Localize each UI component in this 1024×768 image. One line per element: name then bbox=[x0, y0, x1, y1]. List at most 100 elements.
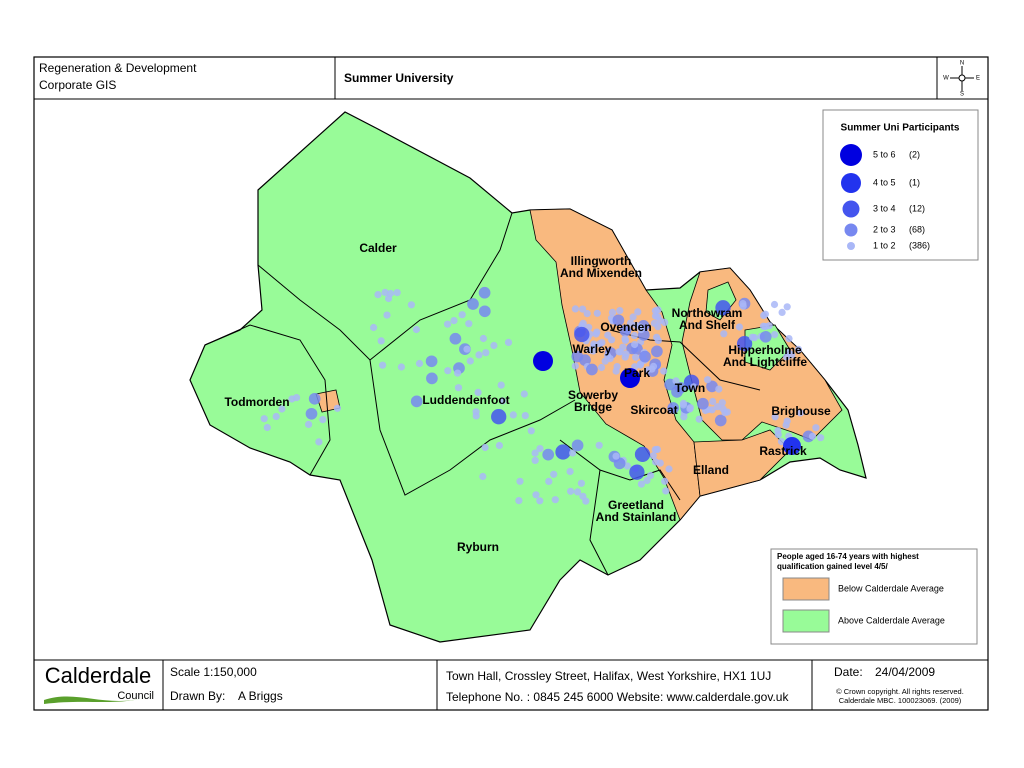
participant-dot bbox=[604, 352, 612, 360]
participant-dot bbox=[536, 445, 544, 453]
ward-label: Luddendenfoot bbox=[422, 393, 509, 407]
participant-dot bbox=[656, 317, 664, 325]
participant-dot bbox=[646, 471, 655, 480]
participant-dot bbox=[770, 300, 779, 309]
drawn-by-label: Drawn By: bbox=[170, 689, 225, 703]
ward-label: And Stainland bbox=[596, 510, 677, 524]
participant-dot bbox=[393, 289, 401, 297]
participant-dot bbox=[665, 465, 673, 473]
participant-dot bbox=[771, 331, 779, 339]
scale: Scale 1:150,000 bbox=[170, 665, 257, 679]
participant-dot bbox=[620, 368, 640, 388]
participant-dot bbox=[690, 383, 698, 391]
compass: N W E S bbox=[943, 61, 980, 98]
participant-dot bbox=[555, 444, 571, 460]
participant-dot bbox=[521, 412, 529, 420]
participant-dot bbox=[697, 397, 709, 410]
participant-dot bbox=[515, 497, 523, 505]
participant-dot bbox=[481, 443, 489, 452]
org-line: Regeneration & Development bbox=[39, 61, 197, 75]
participant-dot bbox=[653, 445, 662, 453]
participant-dot bbox=[383, 311, 391, 319]
participant-dot bbox=[777, 438, 786, 446]
participant-dot bbox=[783, 303, 791, 311]
participant-dot bbox=[579, 305, 587, 313]
participant-dot bbox=[374, 291, 382, 299]
participant-dot bbox=[397, 363, 405, 371]
participant-dot bbox=[569, 449, 577, 457]
participant-dot bbox=[643, 476, 651, 485]
participant-dot bbox=[704, 376, 712, 384]
phone: Telephone No. : 0845 245 6000 Website: w… bbox=[446, 690, 789, 704]
ward-labels: Calder Todmorden Luddendenfoot Ryburn Illing… bbox=[224, 241, 831, 554]
ward-label: And Lightcliffe bbox=[723, 355, 807, 369]
participant-dot bbox=[498, 397, 507, 405]
participant-dot bbox=[454, 384, 463, 392]
legend-range: 4 to 5 bbox=[873, 177, 896, 187]
participant-dot bbox=[796, 409, 805, 417]
below-average-area bbox=[693, 429, 791, 497]
participant-dot bbox=[709, 397, 717, 406]
participant-dot bbox=[695, 415, 703, 423]
participant-dot bbox=[656, 459, 664, 467]
participant-dot bbox=[720, 330, 728, 338]
legend-count: (386) bbox=[909, 240, 930, 250]
participant-dot bbox=[315, 438, 323, 446]
participant-dot bbox=[785, 335, 793, 343]
participant-dot bbox=[621, 335, 629, 343]
participant-dot bbox=[636, 361, 644, 369]
participant-dot bbox=[509, 411, 517, 419]
compass-label: N bbox=[960, 61, 964, 67]
participant-dot bbox=[629, 313, 637, 321]
participant-dot bbox=[566, 467, 574, 476]
participant-dot bbox=[567, 487, 575, 495]
ward-label: Northowram bbox=[672, 306, 743, 320]
participant-dot bbox=[783, 437, 801, 455]
participant-dot bbox=[545, 477, 553, 485]
participant-dot bbox=[465, 320, 473, 328]
participant-dot bbox=[812, 424, 820, 432]
participant-dot bbox=[479, 472, 487, 481]
participant-dot bbox=[651, 307, 660, 315]
participant-dot bbox=[597, 363, 606, 372]
participant-dot bbox=[636, 323, 644, 331]
ward-label: Warley bbox=[573, 342, 612, 356]
ward-label: Elland bbox=[693, 463, 729, 477]
participant-dot bbox=[497, 381, 505, 389]
participant-dot bbox=[527, 427, 535, 435]
legend-symbol bbox=[841, 173, 861, 193]
participant-dot bbox=[595, 441, 603, 449]
participant-dot bbox=[592, 330, 600, 338]
participant-dot bbox=[680, 413, 688, 421]
legend-count: (12) bbox=[909, 203, 925, 213]
participant-dot bbox=[260, 415, 268, 423]
participant-dot bbox=[672, 377, 680, 385]
participant-dot bbox=[639, 350, 651, 363]
participant-dot bbox=[771, 413, 779, 421]
participant-dot bbox=[759, 330, 772, 343]
participant-dot bbox=[472, 412, 480, 420]
participant-dot bbox=[466, 357, 474, 365]
participant-dot bbox=[272, 412, 280, 421]
ward-label: Park bbox=[624, 366, 650, 380]
ward-label: Bridge bbox=[574, 400, 612, 414]
participant-dot bbox=[630, 331, 639, 340]
participant-dot bbox=[531, 456, 539, 464]
participant-dot bbox=[475, 351, 483, 359]
participant-dot bbox=[613, 457, 626, 470]
participant-dot bbox=[739, 300, 747, 308]
participant-dot bbox=[634, 446, 651, 463]
participant-dot bbox=[718, 399, 726, 407]
participant-dot bbox=[583, 310, 591, 318]
participant-dot bbox=[674, 382, 687, 394]
participant-dot bbox=[571, 350, 584, 363]
legend-items: 5 to 6 (2) 4 to 5 (1) 3 to 4 (12) 2 to 3 (68) 1 … bbox=[840, 144, 930, 250]
participant-dot bbox=[410, 395, 423, 408]
participant-dot bbox=[536, 497, 544, 505]
ward-label: And Shelf bbox=[679, 318, 736, 332]
org-line: Corporate GIS bbox=[39, 78, 116, 92]
participant-dot bbox=[407, 301, 415, 309]
legend-count: (1) bbox=[909, 177, 920, 187]
logo-sub: Council bbox=[117, 690, 154, 702]
